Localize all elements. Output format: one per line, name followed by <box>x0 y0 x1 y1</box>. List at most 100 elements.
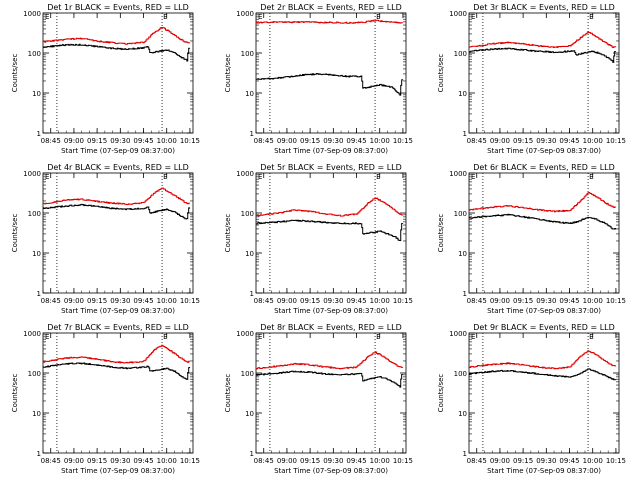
y-tick-label: 1000 <box>23 10 41 18</box>
x-axis-label: Start Time (07-Sep-09 08:37:00) <box>487 147 601 155</box>
x-tick-label: 09:30 <box>536 457 556 465</box>
plot-frame <box>468 172 620 294</box>
x-tick-label: 08:45 <box>41 137 61 145</box>
x-tick-label: 09:30 <box>536 297 556 305</box>
events-series-line <box>469 213 617 230</box>
marker-label: E <box>45 13 49 21</box>
marker-label: E <box>589 13 593 21</box>
y-tick-label: 1 <box>250 130 254 138</box>
x-tick-label: 10:00 <box>583 297 603 305</box>
y-axis-label: Counts/sec <box>224 374 232 413</box>
x-tick-label: 10:15 <box>606 457 626 465</box>
y-tick-label: 10 <box>32 250 41 258</box>
marker-label: E <box>45 333 49 341</box>
plot-frame <box>255 12 407 134</box>
y-tick-label: 1000 <box>236 10 254 18</box>
x-tick-label: 10:15 <box>393 457 413 465</box>
y-axis-label: Counts/sec <box>437 214 445 253</box>
marker-label: E <box>376 13 380 21</box>
x-tick-label: 09:15 <box>87 297 107 305</box>
y-axis-label: Counts/sec <box>224 214 232 253</box>
x-tick-label: 10:15 <box>393 137 413 145</box>
lld-series-line <box>43 344 191 364</box>
y-tick-label: 1000 <box>449 170 467 178</box>
y-tick-label: 1 <box>463 130 467 138</box>
x-tick-label: 10:00 <box>370 137 390 145</box>
y-tick-label: 1000 <box>236 330 254 338</box>
x-tick-label: 08:45 <box>467 137 487 145</box>
x-tick-label: 10:00 <box>157 137 177 145</box>
x-tick-label: 09:15 <box>300 457 320 465</box>
x-axis-label: Start Time (07-Sep-09 08:37:00) <box>274 467 388 475</box>
lld-series-line <box>256 351 404 370</box>
x-tick-label: 09:45 <box>133 297 153 305</box>
y-tick-label: 1000 <box>236 170 254 178</box>
events-series-line <box>43 362 191 380</box>
x-tick-label: 10:00 <box>370 297 390 305</box>
panel-title: Det 8r BLACK = Events, RED = LLD <box>260 323 402 332</box>
y-tick-label: 100 <box>454 50 467 58</box>
x-axis-label: Start Time (07-Sep-09 08:37:00) <box>61 147 175 155</box>
y-tick-label: 100 <box>454 370 467 378</box>
x-tick-label: 08:45 <box>467 457 487 465</box>
lld-series-line <box>256 197 404 217</box>
y-tick-label: 100 <box>28 210 41 218</box>
x-tick-label: 08:45 <box>41 297 61 305</box>
x-tick-label: 09:45 <box>559 297 579 305</box>
x-axis-label: Start Time (07-Sep-09 08:37:00) <box>487 307 601 315</box>
x-tick-label: 09:00 <box>490 137 510 145</box>
y-tick-label: 1000 <box>449 10 467 18</box>
y-tick-label: 100 <box>28 370 41 378</box>
x-tick-label: 09:00 <box>490 457 510 465</box>
plot-frame <box>468 332 620 454</box>
x-tick-label: 09:30 <box>110 297 130 305</box>
panel-title: Det 1r BLACK = Events, RED = LLD <box>47 3 189 12</box>
x-tick-label: 10:00 <box>370 457 390 465</box>
x-tick-label: 10:15 <box>606 137 626 145</box>
x-tick-label: 10:15 <box>393 297 413 305</box>
lld-series-line <box>43 27 191 45</box>
y-tick-label: 1 <box>463 450 467 458</box>
x-tick-label: 10:15 <box>180 457 200 465</box>
y-tick-label: 1000 <box>23 330 41 338</box>
x-tick-label: 10:15 <box>606 297 626 305</box>
x-tick-label: 09:45 <box>346 297 366 305</box>
x-tick-label: 09:45 <box>133 137 153 145</box>
x-tick-label: 09:45 <box>133 457 153 465</box>
x-tick-label: 08:45 <box>41 457 61 465</box>
marker-label: E <box>45 173 49 181</box>
y-tick-label: 1 <box>37 290 41 298</box>
x-tick-label: 09:15 <box>513 137 533 145</box>
marker-label: E <box>471 333 475 341</box>
plot-frame <box>42 332 194 454</box>
marker-label: E <box>258 173 262 181</box>
y-tick-label: 10 <box>458 90 467 98</box>
y-tick-label: 1 <box>37 130 41 138</box>
plot-frame <box>255 332 407 454</box>
x-tick-label: 09:15 <box>300 297 320 305</box>
marker-label: E <box>258 13 262 21</box>
panel-title: Det 5r BLACK = Events, RED = LLD <box>260 163 402 172</box>
x-tick-label: 09:00 <box>277 457 297 465</box>
x-tick-label: 08:45 <box>254 297 274 305</box>
y-tick-label: 1000 <box>449 330 467 338</box>
y-tick-label: 10 <box>245 410 254 418</box>
y-axis-label: Counts/sec <box>437 374 445 413</box>
x-tick-label: 09:15 <box>300 137 320 145</box>
x-tick-label: 10:00 <box>157 297 177 305</box>
x-tick-label: 09:00 <box>277 137 297 145</box>
y-axis-label: Counts/sec <box>11 374 19 413</box>
panel-title: Det 7r BLACK = Events, RED = LLD <box>47 323 189 332</box>
x-tick-label: 09:30 <box>110 137 130 145</box>
y-tick-label: 1 <box>37 450 41 458</box>
x-axis-label: Start Time (07-Sep-09 08:37:00) <box>274 307 388 315</box>
y-tick-label: 10 <box>458 250 467 258</box>
